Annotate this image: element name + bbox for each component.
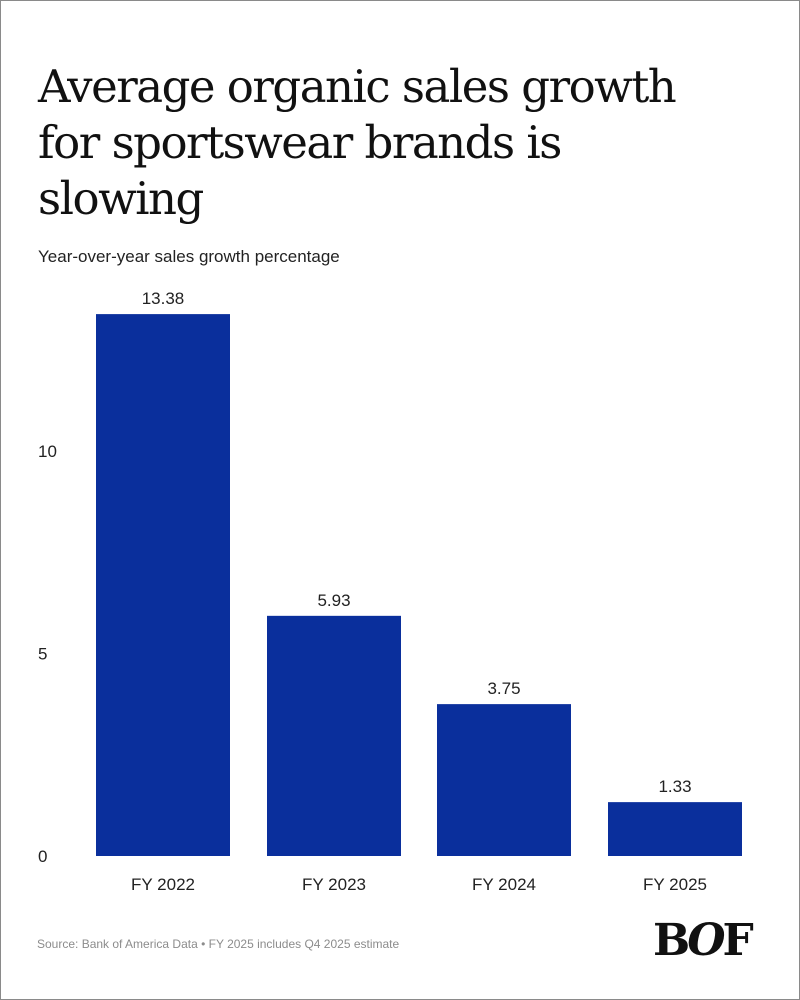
data-label: 13.38 [142,289,185,308]
data-label: 3.75 [487,679,520,698]
bar-fy-2024 [437,704,571,856]
y-tick-label: 5 [38,645,47,664]
x-tick-label: FY 2023 [302,875,366,894]
source-note: Source: Bank of America Data • FY 2025 i… [37,937,400,951]
x-tick-label: FY 2024 [472,875,536,894]
x-tick-label: FY 2025 [643,875,707,894]
bar-fy-2022 [96,314,230,856]
data-label: 5.93 [317,591,350,610]
chart-subtitle: Year-over-year sales growth percentage [38,247,340,266]
data-label: 1.33 [658,777,691,796]
bof-logo: BOF [653,915,754,966]
y-tick-label: 0 [38,847,47,866]
y-tick-label: 10 [38,442,57,461]
bar-fy-2023 [267,615,401,856]
bar-fy-2025 [608,802,742,856]
x-tick-label: FY 2022 [131,875,195,894]
chart-title: Average organic sales growth for sportsw… [38,60,677,225]
